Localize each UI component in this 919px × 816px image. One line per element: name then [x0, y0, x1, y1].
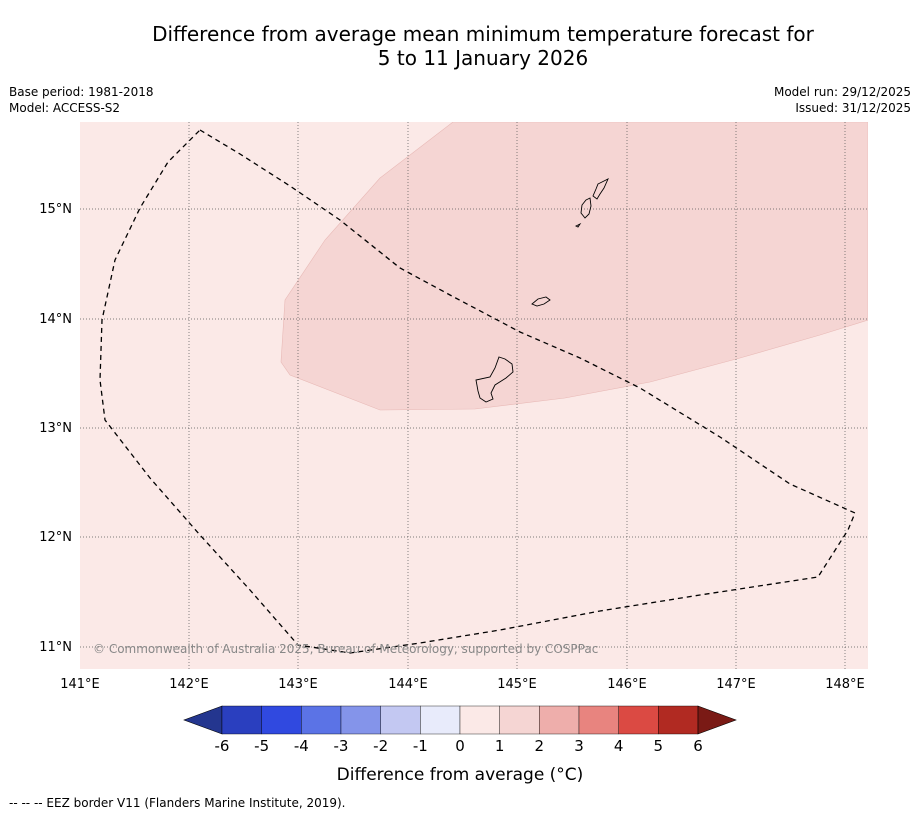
lat-label: 12°N: [39, 530, 72, 545]
colorbar-swatch: [459, 705, 500, 735]
copyright-notice: © Commonwealth of Australia 2025, Bureau…: [93, 642, 598, 656]
title-line-1: Difference from average mean minimum tem…: [152, 22, 814, 46]
colorbar-labels: -6 -5 -4 -3 -2 -1 0 1 2 3 4 5 6: [215, 737, 703, 755]
colorbar-swatch: [499, 705, 540, 735]
lon-label: 147°E: [716, 677, 756, 692]
lon-label: 145°E: [497, 677, 537, 692]
warm-anomaly-area: [280, 122, 868, 411]
lon-label: 141°E: [60, 677, 100, 692]
colorbar-tick-label: 3: [574, 737, 584, 755]
colorbar-tick-label: -1: [413, 737, 428, 755]
longitude-labels: 141°E 142°E 143°E 144°E 145°E 146°E 147°…: [60, 677, 865, 692]
lat-label: 11°N: [39, 640, 72, 655]
colorbar-swatch: [221, 705, 262, 735]
colorbar-swatch: [261, 705, 302, 735]
lon-label: 144°E: [388, 677, 428, 692]
colorbar-arrow-high: [697, 705, 737, 735]
lon-label: 143°E: [278, 677, 318, 692]
meta-right: Model run: 29/12/2025 Issued: 31/12/2025: [774, 84, 911, 116]
colorbar-tick-label: -6: [215, 737, 230, 755]
colorbar-tick-label: 6: [693, 737, 703, 755]
title-line-2: 5 to 11 January 2026: [377, 46, 589, 70]
colorbar-swatch: [658, 705, 699, 735]
colorbar: [183, 705, 737, 735]
lon-label: 148°E: [825, 677, 865, 692]
colorbar-tick-label: 2: [535, 737, 545, 755]
colorbar-title: Difference from average (°C): [337, 765, 584, 785]
colorbar-swatch: [420, 705, 461, 735]
colorbar-swatch: [578, 705, 619, 735]
colorbar-tick-label: -5: [254, 737, 269, 755]
latitude-labels: 15°N 14°N 13°N 12°N 11°N: [39, 202, 72, 655]
meta-left: Base period: 1981-2018 Model: ACCESS-S2: [9, 84, 154, 116]
colorbar-tick-label: 1: [495, 737, 505, 755]
colorbar-tick-label: -4: [294, 737, 309, 755]
island-tinian: [580, 197, 592, 219]
model-run: Model run: 29/12/2025: [773, 85, 911, 99]
lat-label: 15°N: [39, 202, 72, 217]
lat-label: 14°N: [39, 312, 72, 327]
colorbar-tick-label: -3: [334, 737, 349, 755]
island-saipan: [592, 178, 609, 200]
lat-label: 13°N: [39, 421, 72, 436]
colorbar-tick-label: 4: [614, 737, 624, 755]
island-outlines: [475, 178, 609, 403]
lon-label: 142°E: [169, 677, 209, 692]
colorbar-swatch: [301, 705, 342, 735]
colorbar-swatch: [340, 705, 381, 735]
colorbar-swatch: [539, 705, 580, 735]
island-rota: [531, 296, 551, 307]
eez-footnote: -- -- -- EEZ border V11 (Flanders Marine…: [9, 796, 346, 810]
island-guam: [475, 356, 514, 403]
base-period: Base period: 1981-2018: [9, 85, 154, 99]
lon-label: 146°E: [607, 677, 647, 692]
map-title: Difference from average mean minimum tem…: [0, 22, 919, 70]
colorbar-tick-label: 5: [654, 737, 664, 755]
colorbar-swatch: [618, 705, 659, 735]
colorbar-arrow-low: [183, 705, 223, 735]
island-aguijan: [574, 222, 582, 228]
colorbar-tick-label: 0: [455, 737, 465, 755]
gridlines: [80, 122, 868, 669]
issued-date: Issued: 31/12/2025: [795, 101, 911, 115]
model-name: Model: ACCESS-S2: [9, 101, 121, 115]
colorbar-tick-label: -2: [373, 737, 388, 755]
colorbar-swatch: [380, 705, 421, 735]
eez-border: [99, 129, 856, 654]
